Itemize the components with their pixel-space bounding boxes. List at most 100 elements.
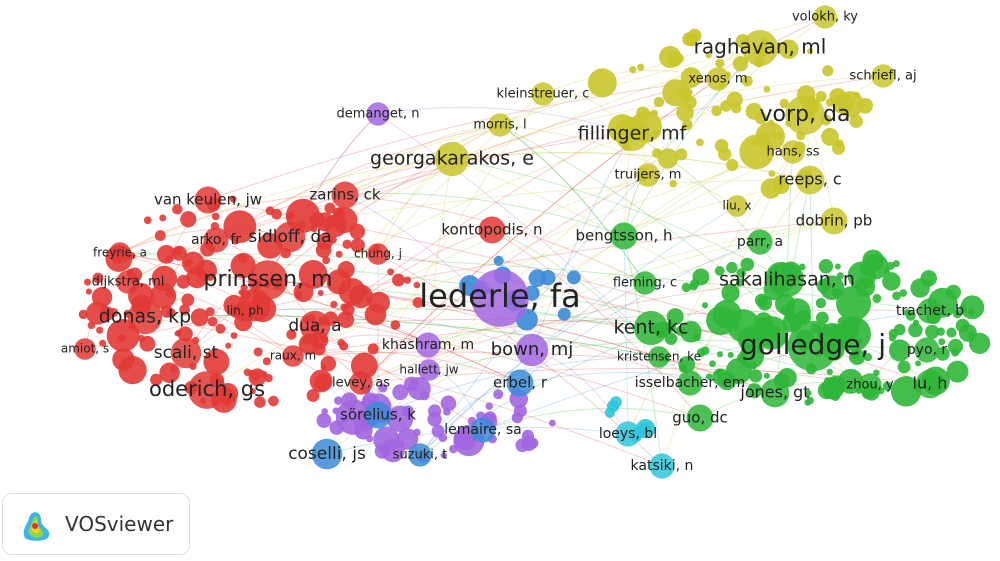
node-label: kristensen, ke	[617, 350, 701, 364]
edge	[360, 78, 719, 384]
node-bubble	[633, 310, 669, 346]
edge	[427, 319, 652, 346]
node-bubble	[636, 163, 660, 187]
node-label: chung, j	[354, 247, 402, 261]
node-bubble	[311, 438, 343, 470]
node-bubble	[675, 326, 686, 336]
node-label: schriefl, aj	[849, 69, 916, 84]
node-bubble	[485, 402, 494, 410]
node-label: demanget, n	[337, 107, 420, 122]
node-bubble	[515, 333, 549, 367]
edge	[499, 124, 646, 284]
node-bubble	[413, 281, 421, 289]
node-bubble	[696, 138, 704, 147]
node-bubble	[298, 260, 328, 289]
node-bubble	[150, 373, 163, 386]
node-bubble	[735, 278, 745, 287]
node-bubble	[662, 79, 690, 107]
node-bubble	[531, 82, 555, 106]
node-bubble	[418, 359, 440, 381]
node-bubble	[736, 268, 747, 278]
edge	[419, 205, 738, 456]
node-bubble	[749, 361, 758, 370]
node-bubble	[488, 113, 512, 137]
node-label: isselbacher, em	[635, 375, 746, 391]
logo-icon	[23, 512, 50, 541]
node-bubble	[96, 326, 104, 334]
node-bubble	[116, 270, 140, 294]
node-bubble	[322, 256, 331, 265]
node-bubble	[85, 288, 92, 295]
node-bubble	[207, 316, 218, 327]
node-bubble	[364, 401, 392, 429]
node-bubble	[757, 295, 773, 311]
node-bubble	[176, 274, 191, 289]
node-bubble	[760, 378, 790, 408]
node-label: georgakarakos, e	[370, 148, 534, 170]
node-bubble	[914, 337, 940, 363]
edge	[451, 152, 811, 181]
node-bubble	[835, 95, 848, 107]
node-bubble	[367, 243, 389, 265]
node-bubble	[679, 364, 688, 373]
node-bubble	[332, 407, 340, 415]
node-bubble	[680, 67, 702, 88]
node-bubble	[223, 210, 257, 244]
node-bubble	[888, 328, 899, 339]
node-label: dobrin, pb	[796, 212, 873, 230]
node-bubble	[403, 276, 412, 284]
node-label: hans, ss	[766, 145, 819, 160]
node-bubble	[392, 273, 405, 287]
edge	[377, 106, 633, 135]
edge	[451, 152, 811, 181]
node-bubble	[615, 421, 641, 447]
node-bubble	[798, 263, 806, 271]
edge	[119, 252, 931, 312]
node-bubble	[651, 148, 662, 158]
node-bubble	[177, 326, 193, 342]
node-bubble	[566, 270, 581, 285]
node-bubble	[378, 383, 388, 393]
node-bubble	[181, 293, 195, 307]
node-bubble	[274, 221, 306, 253]
node-bubble	[815, 311, 829, 325]
node-bubble	[442, 407, 451, 416]
node-bubble	[657, 148, 679, 169]
node-bubble	[174, 246, 183, 256]
node-label: amiot, s	[61, 342, 109, 356]
node-bubble	[888, 339, 911, 362]
node-bubble	[871, 64, 895, 88]
node-bubble	[815, 297, 827, 309]
edge	[499, 124, 814, 347]
edge	[119, 252, 521, 384]
node-bubble	[741, 342, 752, 354]
node-bubble	[316, 413, 332, 428]
node-bubble	[742, 30, 778, 66]
edge	[519, 372, 776, 394]
node-bubble	[415, 332, 441, 358]
node-label: donas, kp	[99, 306, 191, 328]
node-label: sidloff, da	[248, 227, 331, 247]
node-bubble	[682, 32, 696, 46]
edge	[344, 124, 501, 196]
node-bubble	[329, 420, 344, 435]
node-bubble	[948, 338, 964, 354]
node-bubble	[434, 141, 470, 177]
node-bubble	[240, 284, 248, 292]
node-bubble	[342, 239, 352, 249]
node-bubble	[265, 206, 275, 216]
node-bubble	[166, 308, 176, 318]
logo-badge[interactable]: VOSviewer	[2, 493, 190, 555]
node-label: liu, x	[722, 199, 751, 213]
node-bubble	[733, 324, 740, 331]
node-bubble	[188, 371, 226, 409]
node-bubble	[825, 98, 835, 107]
node-label: zarins, ck	[309, 186, 381, 204]
node-bubble	[717, 147, 732, 161]
node-bubble	[746, 383, 763, 399]
node-bubble	[248, 260, 288, 300]
node-bubble	[199, 269, 207, 277]
node-bubble	[361, 288, 369, 295]
node-bubble	[254, 396, 266, 408]
